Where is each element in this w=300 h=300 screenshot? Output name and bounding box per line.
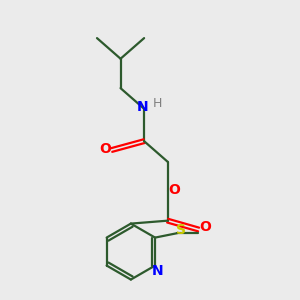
Text: O: O <box>99 142 111 155</box>
Text: O: O <box>168 183 180 197</box>
Text: S: S <box>176 223 186 237</box>
Text: N: N <box>137 100 148 114</box>
Text: O: O <box>199 220 211 234</box>
Text: N: N <box>152 265 163 278</box>
Text: H: H <box>153 97 162 110</box>
